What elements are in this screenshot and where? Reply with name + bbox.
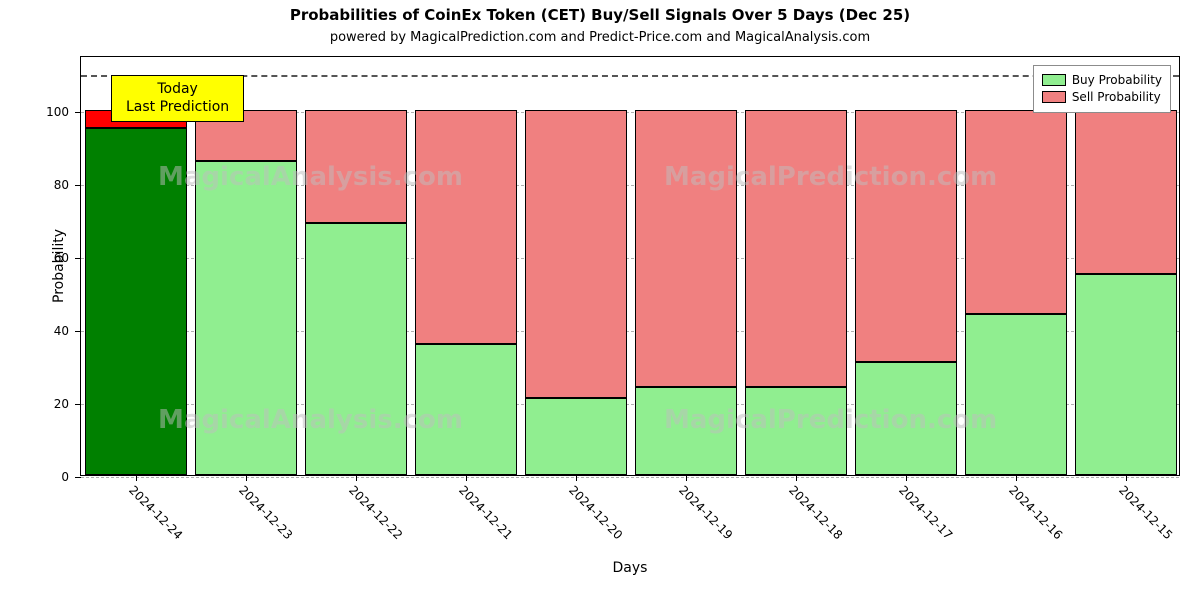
today-line1: Today [126,81,229,99]
y-tick [75,404,81,405]
x-tick [576,475,577,481]
x-tick [136,475,137,481]
y-tick-label: 80 [54,178,69,192]
y-tick [75,185,81,186]
bar-group [745,55,846,475]
legend-item: Buy Probability [1042,72,1162,89]
bar-buy [1075,274,1176,475]
x-tick [1016,475,1017,481]
bar-group [635,55,736,475]
bar-sell [965,110,1066,315]
x-tick [246,475,247,481]
legend-swatch [1042,91,1066,103]
legend-item: Sell Probability [1042,89,1162,106]
today-callout: TodayLast Prediction [111,75,244,122]
bar-buy [525,398,626,475]
x-tick-label: 2024-12-18 [786,483,845,542]
y-tick [75,258,81,259]
x-tick-label: 2024-12-22 [346,483,405,542]
x-tick-label: 2024-12-20 [566,483,625,542]
x-tick-label: 2024-12-24 [126,483,185,542]
x-tick-label: 2024-12-21 [456,483,515,542]
y-tick [75,331,81,332]
x-axis-label: Days [80,560,1180,576]
legend-label: Sell Probability [1072,89,1161,106]
x-tick [356,475,357,481]
x-tick [466,475,467,481]
bar-group [415,55,516,475]
bar-sell [855,110,956,362]
x-tick-label: 2024-12-23 [236,483,295,542]
x-tick-label: 2024-12-15 [1116,483,1175,542]
legend-label: Buy Probability [1072,72,1162,89]
bar-buy [305,223,406,475]
bar-group [855,55,956,475]
bar-buy [965,314,1066,475]
bar-buy [195,161,296,475]
x-tick [796,475,797,481]
bar-sell [415,110,516,344]
chart-container: Probabilities of CoinEx Token (CET) Buy/… [0,0,1200,600]
bar-buy [635,387,736,475]
bar-buy [415,344,516,475]
x-tick-label: 2024-12-16 [1006,483,1065,542]
bar-sell [1075,110,1176,274]
y-tick-label: 60 [54,251,69,265]
bar-buy [855,362,956,475]
x-tick-label: 2024-12-19 [676,483,735,542]
bar-sell [635,110,736,388]
y-tick-label: 20 [54,397,69,411]
bar-buy [85,128,186,475]
today-line2: Last Prediction [126,99,229,117]
chart-subtitle: powered by MagicalPrediction.com and Pre… [0,30,1200,45]
y-tick [75,477,81,478]
legend: Buy ProbabilitySell Probability [1033,65,1171,113]
x-tick-label: 2024-12-17 [896,483,955,542]
bar-sell [745,110,846,388]
bar-buy [745,387,846,475]
bar-sell [525,110,626,399]
bar-group [305,55,406,475]
bar-group [965,55,1066,475]
y-tick-label: 40 [54,324,69,338]
y-tick-label: 0 [61,470,69,484]
bar-group [1075,55,1176,475]
y-tick [75,112,81,113]
plot-area: 0204060801002024-12-242024-12-232024-12-… [80,56,1180,476]
legend-swatch [1042,74,1066,86]
bar-sell [305,110,406,223]
x-tick [1126,475,1127,481]
y-axis-label-text: Probability [51,229,67,303]
chart-title: Probabilities of CoinEx Token (CET) Buy/… [0,6,1200,24]
y-tick-label: 100 [46,105,69,119]
x-tick [686,475,687,481]
bar-group [525,55,626,475]
x-tick [906,475,907,481]
